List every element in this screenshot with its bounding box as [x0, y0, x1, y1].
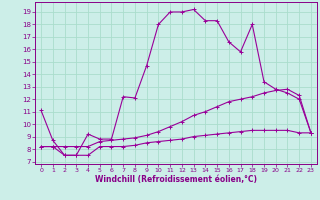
X-axis label: Windchill (Refroidissement éolien,°C): Windchill (Refroidissement éolien,°C) — [95, 175, 257, 184]
